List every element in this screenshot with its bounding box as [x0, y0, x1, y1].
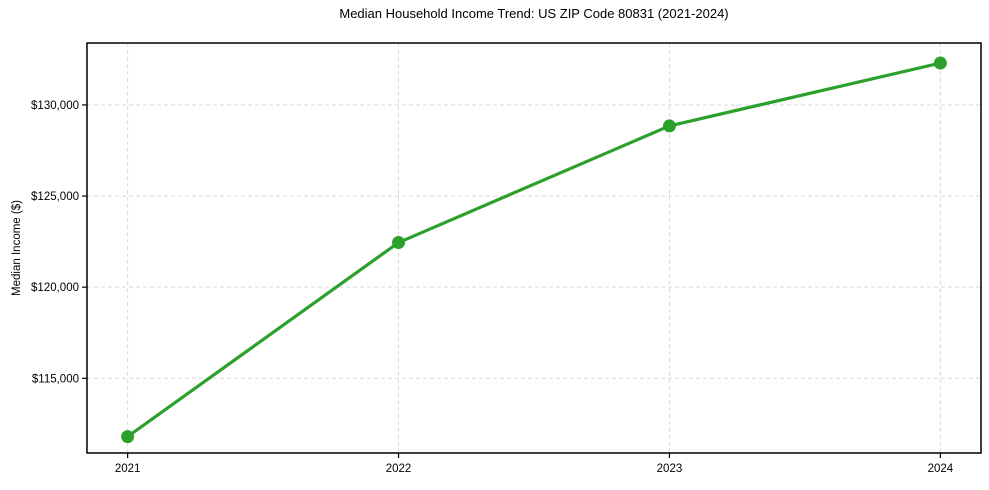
x-tick-label: 2021 — [115, 463, 141, 475]
y-tick-label: $115,000 — [32, 373, 79, 385]
x-tick-label: 2024 — [928, 463, 954, 475]
data-point-2022 — [392, 236, 406, 250]
y-tick-label: $125,000 — [31, 191, 79, 203]
y-tick-label: $130,000 — [31, 100, 79, 112]
x-tick-label: 2022 — [386, 463, 412, 475]
x-tick-label: 2023 — [657, 463, 683, 475]
chart-title: Median Household Income Trend: US ZIP Co… — [339, 6, 729, 21]
trend-line — [126, 61, 942, 439]
plot-border — [86, 42, 982, 454]
data-point-2024 — [933, 56, 947, 70]
data-point-2021 — [121, 430, 135, 444]
data-point-2023 — [662, 119, 676, 133]
y-tick-label: $120,000 — [31, 282, 79, 294]
